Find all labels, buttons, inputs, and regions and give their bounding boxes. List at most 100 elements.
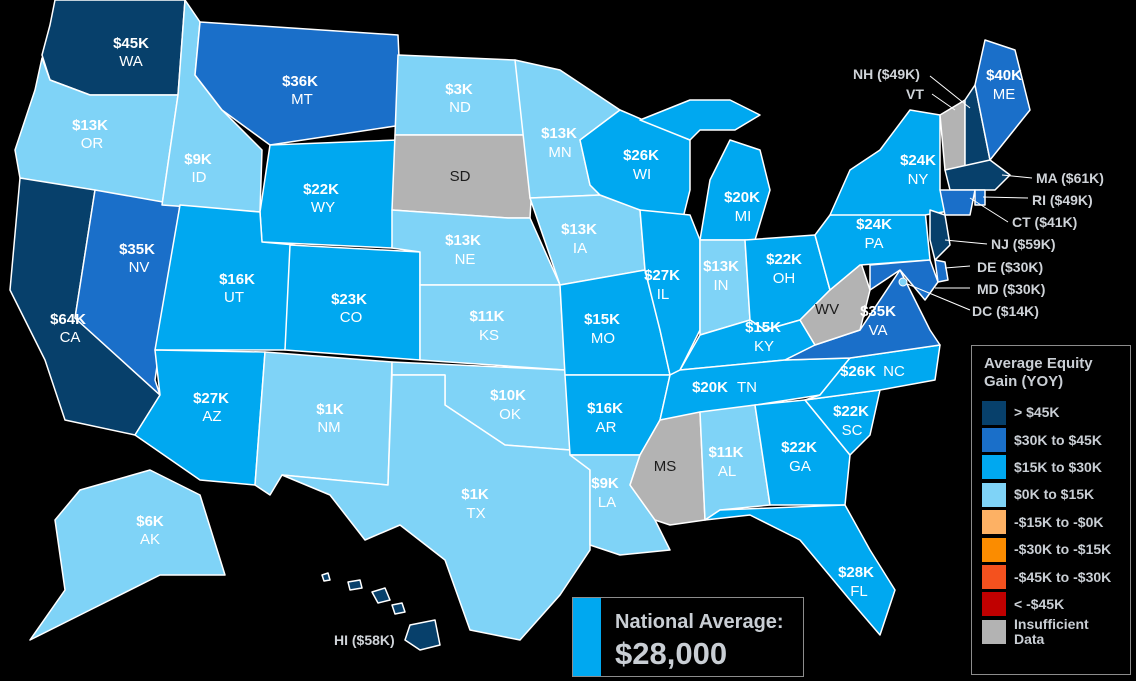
label-MS-code: MS bbox=[654, 458, 677, 475]
legend-label: < -$45K bbox=[1014, 595, 1065, 612]
legend-swatch bbox=[982, 400, 1006, 425]
label-WA-value: $45K bbox=[113, 35, 149, 52]
legend-item: $15K to $30K bbox=[982, 454, 1130, 481]
state-MI-UP[interactable] bbox=[639, 99, 761, 141]
label-AK-value: $6K bbox=[136, 513, 164, 530]
label-NC-value: $26K bbox=[840, 363, 876, 380]
label-IA-value: $13K bbox=[561, 221, 597, 238]
label-LA-value: $9K bbox=[591, 475, 619, 492]
label-PA-value: $24K bbox=[856, 216, 892, 233]
label-TX-code: TX bbox=[466, 505, 485, 522]
label-VA-value: $35K bbox=[860, 303, 896, 320]
label-UT-code: UT bbox=[224, 289, 244, 306]
national-average-box: National Average: $28,000 bbox=[572, 597, 804, 677]
national-average-label: National Average: bbox=[615, 611, 784, 633]
label-AZ-code: AZ bbox=[202, 408, 221, 425]
legend-label: -$45K to -$30K bbox=[1014, 568, 1112, 585]
legend-item: $0K to $15K bbox=[982, 481, 1130, 508]
label-WI-code: WI bbox=[633, 166, 651, 183]
label-ME-code: ME bbox=[993, 86, 1016, 103]
label-LA-code: LA bbox=[598, 494, 616, 511]
legend-label: -$30K to -$15K bbox=[1014, 541, 1112, 558]
legend-item: $30K to $45K bbox=[982, 426, 1130, 453]
label-AR-code: AR bbox=[596, 419, 617, 436]
label-WI-value: $26K bbox=[623, 147, 659, 164]
state-DE[interactable] bbox=[934, 259, 949, 283]
state-HI-2[interactable] bbox=[371, 587, 391, 604]
label-NE-code: NE bbox=[455, 251, 476, 268]
legend-swatch bbox=[982, 510, 1006, 535]
state-MA[interactable] bbox=[944, 159, 1011, 191]
state-ME[interactable] bbox=[974, 39, 1031, 161]
callout-HI: HI ($58K) bbox=[334, 632, 395, 648]
label-CO-value: $23K bbox=[331, 291, 367, 308]
state-AL[interactable] bbox=[699, 404, 771, 521]
label-ND-code: ND bbox=[449, 99, 471, 116]
state-FL[interactable] bbox=[704, 504, 896, 636]
label-AK-code: AK bbox=[140, 531, 160, 548]
callout-RI: RI ($49K) bbox=[1032, 192, 1093, 208]
state-NY[interactable] bbox=[829, 109, 956, 216]
label-OK-code: OK bbox=[499, 406, 521, 423]
legend-item: -$30K to -$15K bbox=[982, 536, 1130, 563]
label-SD-code: SD bbox=[450, 168, 471, 185]
legend-swatch bbox=[982, 428, 1006, 453]
label-MO-code: MO bbox=[591, 330, 615, 347]
state-RI[interactable] bbox=[974, 189, 986, 206]
state-WY[interactable] bbox=[259, 139, 399, 249]
label-VA-code: VA bbox=[869, 322, 888, 339]
callout-MD: MD ($30K) bbox=[977, 281, 1045, 297]
label-AL-code: AL bbox=[718, 463, 736, 480]
label-NY-code: NY bbox=[908, 171, 929, 188]
label-IA-code: IA bbox=[573, 240, 587, 257]
state-TX[interactable] bbox=[281, 374, 591, 641]
label-ID-value: $9K bbox=[184, 151, 212, 168]
label-CA-code: CA bbox=[60, 329, 81, 346]
label-PA-code: PA bbox=[865, 235, 884, 252]
label-NV-value: $35K bbox=[119, 241, 155, 258]
state-NJ[interactable] bbox=[929, 209, 951, 261]
label-OR-code: OR bbox=[81, 135, 104, 152]
state-HI-4[interactable] bbox=[321, 572, 331, 582]
callout-DC: DC ($14K) bbox=[972, 303, 1039, 319]
callout-NH: NH ($49K) bbox=[853, 66, 920, 82]
label-FL-value: $28K bbox=[838, 564, 874, 581]
state-HI-3[interactable] bbox=[391, 602, 406, 615]
label-FL-code: FL bbox=[850, 583, 868, 600]
legend-swatch bbox=[982, 537, 1006, 562]
label-KY-value: $15K bbox=[745, 319, 781, 336]
label-CA-value: $64K bbox=[50, 311, 86, 328]
label-IN-value: $13K bbox=[703, 258, 739, 275]
legend-swatch bbox=[982, 592, 1006, 617]
legend-title-line1: Average Equity bbox=[984, 355, 1093, 372]
label-TX-value: $1K bbox=[461, 486, 489, 503]
legend-item: -$45K to -$30K bbox=[982, 563, 1130, 590]
state-AK[interactable] bbox=[29, 469, 226, 641]
legend-title-line2: Gain (YOY) bbox=[984, 373, 1064, 390]
label-ND-value: $3K bbox=[445, 81, 473, 98]
state-HI-1[interactable] bbox=[404, 619, 441, 651]
state-CT[interactable] bbox=[939, 189, 976, 216]
label-MN-code: MN bbox=[548, 144, 571, 161]
callout-DE: DE ($30K) bbox=[977, 259, 1043, 275]
legend-item: Insufficient Data bbox=[982, 616, 1130, 646]
national-average-value: $28,000 bbox=[615, 636, 728, 671]
legend-label: $0K to $15K bbox=[1014, 486, 1095, 503]
label-OK-value: $10K bbox=[490, 387, 526, 404]
label-NE-value: $13K bbox=[445, 232, 481, 249]
label-NC-code: NC bbox=[883, 363, 905, 380]
legend-swatch bbox=[982, 482, 1006, 507]
label-WV-code: WV bbox=[815, 301, 839, 318]
label-OR-value: $13K bbox=[72, 117, 108, 134]
label-MN-value: $13K bbox=[541, 125, 577, 142]
label-AR-value: $16K bbox=[587, 400, 623, 417]
label-MI-code: MI bbox=[735, 208, 752, 225]
legend-item: < -$45K bbox=[982, 591, 1130, 618]
state-VT[interactable] bbox=[939, 99, 966, 171]
label-OH-value: $22K bbox=[766, 251, 802, 268]
state-HI-5[interactable] bbox=[347, 579, 363, 591]
label-NM-value: $1K bbox=[316, 401, 344, 418]
legend-swatch bbox=[982, 619, 1006, 644]
label-MI-value: $20K bbox=[724, 189, 760, 206]
label-KY-code: KY bbox=[754, 338, 774, 355]
